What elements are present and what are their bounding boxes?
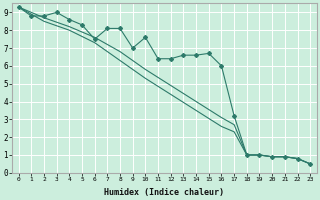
X-axis label: Humidex (Indice chaleur): Humidex (Indice chaleur)	[104, 188, 224, 197]
